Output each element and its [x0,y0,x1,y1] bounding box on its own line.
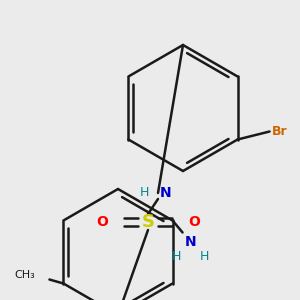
Text: H: H [200,250,209,263]
Text: N: N [160,186,172,200]
Text: O: O [96,215,108,229]
Text: O: O [188,215,200,229]
Text: H: H [139,187,149,200]
Text: H: H [172,250,181,263]
Text: Br: Br [272,125,287,138]
Text: S: S [142,213,154,231]
Text: CH₃: CH₃ [15,271,35,281]
Text: N: N [185,236,197,250]
